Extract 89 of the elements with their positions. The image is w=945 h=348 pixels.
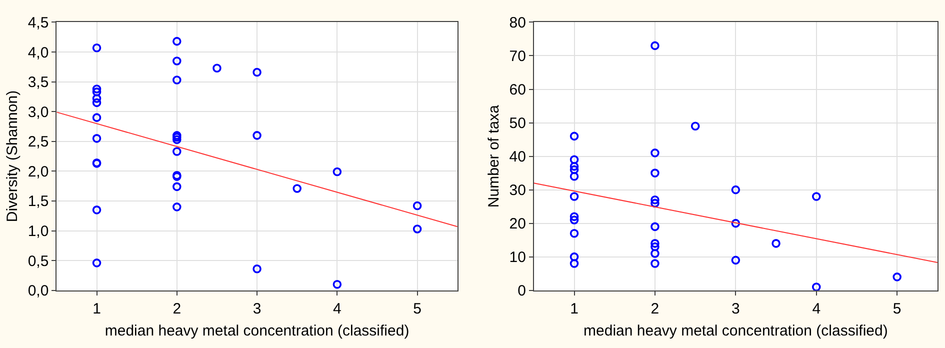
point xyxy=(772,239,780,248)
point xyxy=(292,184,302,193)
x-tick-label: 4 xyxy=(333,300,342,318)
y-tick-label: 80 xyxy=(509,14,526,32)
point xyxy=(332,280,342,289)
point xyxy=(252,131,262,140)
point xyxy=(650,195,660,204)
point xyxy=(252,264,262,274)
point xyxy=(332,167,342,176)
point xyxy=(570,165,579,174)
x-axis-title: median heavy metal concentration (classified) xyxy=(104,322,410,340)
point xyxy=(92,206,102,214)
point xyxy=(412,201,422,210)
point xyxy=(172,202,182,212)
y-tick-label: 3,5 xyxy=(28,74,49,92)
x-tick-label: 1 xyxy=(92,300,101,318)
point xyxy=(92,258,102,268)
point xyxy=(92,98,102,108)
point xyxy=(650,239,660,248)
y-tick-label: 40 xyxy=(509,148,526,166)
point xyxy=(731,256,740,265)
point xyxy=(570,155,579,164)
y-axis-title: Diversity (Shannon) xyxy=(4,90,22,222)
y-tick-label: 50 xyxy=(509,115,526,132)
point xyxy=(172,76,182,84)
point xyxy=(92,113,102,122)
x-tick-label: 5 xyxy=(413,300,422,318)
point xyxy=(731,218,740,228)
point xyxy=(412,224,422,234)
point xyxy=(650,242,660,252)
y-tick-label: 4,5 xyxy=(28,14,49,32)
point xyxy=(172,182,182,192)
point xyxy=(570,252,579,262)
y-tick-label: 0,0 xyxy=(28,282,49,300)
point xyxy=(650,148,660,158)
point xyxy=(92,84,102,94)
x-tick-label: 2 xyxy=(650,300,660,318)
point xyxy=(92,94,102,103)
point xyxy=(92,134,102,143)
x-tick-label: 2 xyxy=(172,300,182,318)
point xyxy=(212,64,222,73)
y-tick-label: 70 xyxy=(509,48,526,65)
y-tick-label: 2,0 xyxy=(28,163,49,180)
y-axis-title: Number of taxa xyxy=(485,104,502,208)
point xyxy=(570,132,579,141)
y-tick-label: 10 xyxy=(509,249,526,266)
point xyxy=(570,212,579,222)
y-tick-label: 0 xyxy=(518,282,526,300)
point xyxy=(690,122,700,131)
point xyxy=(570,216,579,224)
x-tick-label: 1 xyxy=(570,300,578,318)
y-tick-label: 3,0 xyxy=(28,104,49,121)
point xyxy=(812,282,821,290)
y-tick-label: 20 xyxy=(509,216,526,233)
x-tick-label: 5 xyxy=(892,300,902,318)
x-tick-label: 3 xyxy=(732,300,740,318)
point xyxy=(172,36,182,46)
point xyxy=(650,41,660,50)
y-tick-label: 30 xyxy=(509,182,526,200)
point xyxy=(650,198,660,208)
point xyxy=(172,56,182,66)
point xyxy=(252,68,262,77)
point xyxy=(650,259,660,268)
y-tick-label: 0,5 xyxy=(28,252,49,270)
x-tick-label: 4 xyxy=(812,300,821,318)
y-tick-label: 60 xyxy=(509,82,526,99)
point xyxy=(650,222,660,232)
y-tick-label: 4,0 xyxy=(28,44,49,62)
point xyxy=(570,192,579,201)
point xyxy=(92,43,102,52)
point xyxy=(172,131,182,140)
point xyxy=(570,259,579,268)
point xyxy=(570,162,579,171)
point xyxy=(92,88,102,96)
y-tick-label: 1,0 xyxy=(28,223,49,240)
point xyxy=(892,272,902,282)
point xyxy=(570,172,579,181)
x-axis-title: median heavy metal concentration (classified) xyxy=(584,322,888,340)
point xyxy=(812,192,821,201)
point xyxy=(731,185,740,194)
point xyxy=(172,132,182,142)
point xyxy=(172,147,182,156)
x-tick-label: 3 xyxy=(252,300,262,318)
point xyxy=(650,249,660,258)
point xyxy=(172,135,182,144)
point xyxy=(570,228,579,238)
point xyxy=(650,168,660,178)
y-tick-label: 1,5 xyxy=(28,193,49,210)
y-tick-label: 2,5 xyxy=(28,134,49,151)
